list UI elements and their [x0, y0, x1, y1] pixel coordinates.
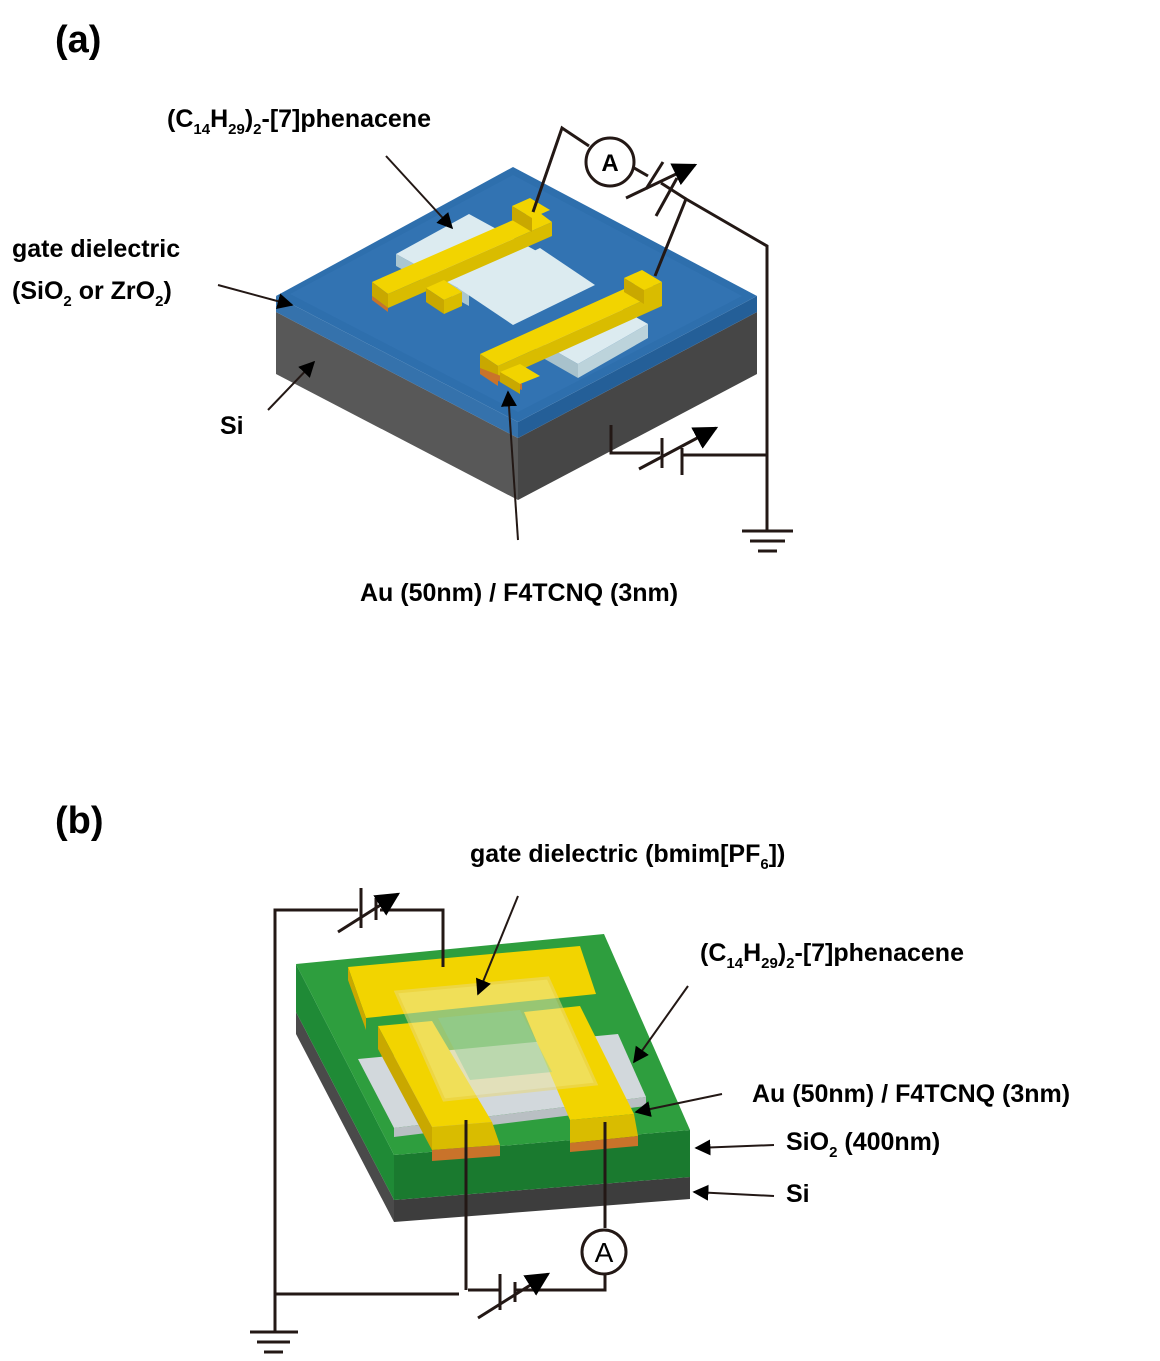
panel-a-label: (a) — [55, 19, 101, 61]
si-substrate-right-a — [518, 312, 757, 500]
molecule-label-b: (C14H29)2-[7]phenacene — [700, 939, 964, 972]
si-substrate-front-b — [394, 1177, 690, 1222]
dielectric-side-left-a — [276, 296, 518, 438]
si-arrow-a — [267, 360, 316, 411]
variable-arrow-a2 — [638, 426, 719, 471]
gate-arrow-a — [217, 284, 294, 309]
oxide-side-left-b — [296, 964, 394, 1200]
ammeter-a: A — [584, 136, 636, 188]
variable-arrow-b2 — [477, 1272, 551, 1320]
ammeter-b: A — [580, 1228, 628, 1276]
si-substrate-left-b — [296, 1012, 394, 1222]
electrode-2-a — [480, 270, 662, 394]
oxide-label-b: SiO2 (400nm) — [786, 1128, 940, 1161]
circuit-b — [250, 888, 607, 1354]
dielectric-side-right-a — [518, 296, 757, 438]
ammeter-b-label: A — [595, 1237, 614, 1268]
molecule-arrow-b — [633, 985, 689, 1064]
ionic-liquid-gate-b — [393, 976, 599, 1102]
panel-b: (b) — [55, 800, 1070, 1354]
electrode-label-b: Au (50nm) / F4TCNQ (3nm) — [752, 1080, 1070, 1108]
device-a — [276, 167, 757, 500]
variable-arrow-b1 — [337, 892, 401, 934]
variable-arrow-a1 — [625, 163, 698, 200]
battery-plate-a1 — [644, 161, 665, 190]
oxide-arrow-b — [694, 1139, 775, 1156]
gate-label-a-line1: gate dielectric — [12, 235, 180, 263]
gate-label-b: gate dielectric (bmim[PF6]) — [470, 840, 785, 873]
panel-a: (a) — [12, 19, 793, 607]
gate-label-a-line2: (SiO2 or ZrO2) — [12, 277, 172, 310]
electrode-arrow-b — [634, 1093, 723, 1117]
circuit-a — [531, 125, 793, 553]
si-arrow-b — [692, 1184, 775, 1201]
ammeter-a-label: A — [601, 150, 618, 177]
device-b — [296, 934, 690, 1222]
molecule-arrow-a — [385, 155, 454, 230]
si-label-a: Si — [220, 412, 244, 440]
si-substrate-left-a — [276, 312, 518, 500]
electrode-label-a: Au (50nm) / F4TCNQ (3nm) — [360, 579, 678, 607]
panel-b-label: (b) — [55, 800, 104, 842]
si-label-b: Si — [786, 1180, 810, 1208]
electrode-arrow-a — [500, 390, 519, 541]
molecule-label-a: (C14H29)2-[7]phenacene — [167, 105, 431, 138]
gate-arrow-b — [476, 895, 519, 996]
electrode-1-a — [372, 198, 552, 314]
